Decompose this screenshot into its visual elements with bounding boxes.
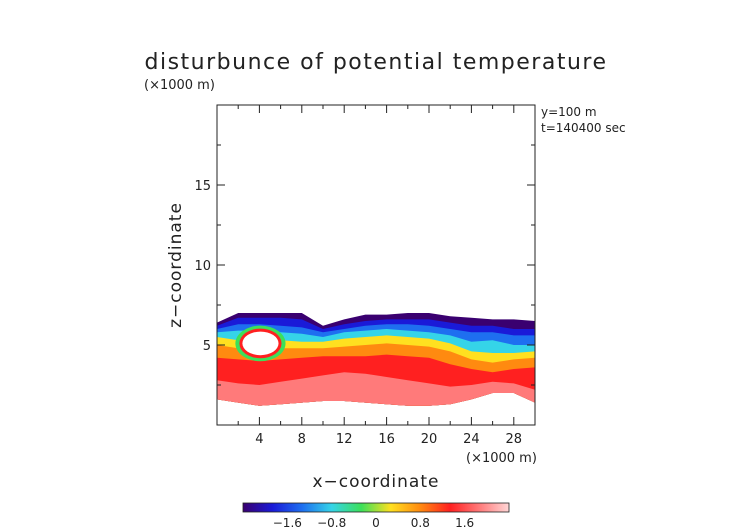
x-axis-label: x−coordinate: [313, 472, 440, 492]
colorbar-tick-label: 1.6: [455, 516, 474, 530]
y-unit-label: (×1000 m): [144, 78, 215, 93]
colorbar-tick-label: −0.8: [317, 516, 346, 530]
annotation-y: y=100 m: [541, 105, 597, 119]
colorbar-tick-label: 0: [372, 516, 380, 530]
x-tick-label: 4: [255, 432, 263, 447]
colorbar: [242, 502, 510, 513]
x-tick-label: 12: [336, 432, 353, 447]
heatmap-field: [217, 313, 535, 406]
x-tick-label: 24: [463, 432, 480, 447]
colorbar-ticks: −1.6 −0.8 0 0.8 1.6: [273, 516, 474, 530]
y-tick-label: 5: [203, 339, 211, 354]
colorbar-tick-label: 0.8: [411, 516, 430, 530]
y-tick-label: 15: [194, 179, 211, 194]
warm-bubble: [235, 325, 286, 362]
y-axis-label: z−coordinate: [166, 202, 186, 328]
x-tick-label: 16: [378, 432, 395, 447]
x-tick-label: 28: [506, 432, 523, 447]
x-tick-label: 8: [298, 432, 306, 447]
x-tick-label: 20: [421, 432, 438, 447]
colorbar-tick-label: −1.6: [273, 516, 302, 530]
annotation-time: t=140400 sec: [541, 121, 626, 135]
y-tick-label: 10: [194, 259, 211, 274]
chart-title: disturbunce of potential temperature: [145, 50, 608, 75]
x-axis: 4 8 12 16 20 24 28: [237, 105, 523, 447]
field-band-7: [217, 372, 535, 406]
y-axis: 5 10 15: [194, 144, 535, 386]
x-unit-label: (×1000 m): [466, 451, 537, 466]
bubble-core: [242, 331, 279, 356]
